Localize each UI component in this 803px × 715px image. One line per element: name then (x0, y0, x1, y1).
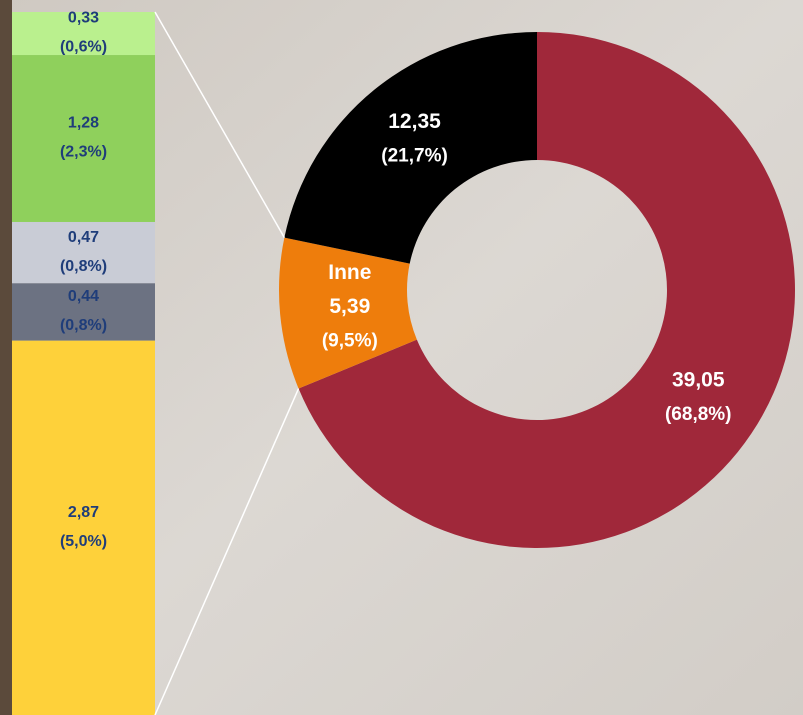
bar-segment (12, 12, 155, 56)
donut-segment (284, 32, 537, 264)
data-label: 0,44 (68, 288, 99, 305)
data-label: (68,8%) (665, 404, 732, 425)
data-label: (5,0%) (60, 533, 107, 550)
data-label: (0,8%) (60, 258, 107, 275)
bar-segment (12, 55, 155, 222)
connector-line (154, 11, 286, 239)
bar-segment (12, 283, 155, 341)
data-label: 2,87 (68, 504, 99, 521)
data-label: 0,47 (68, 229, 99, 246)
connector-line (154, 388, 300, 715)
donut-segment (298, 32, 796, 548)
photo-edge (0, 0, 12, 715)
data-label: (0,6%) (60, 39, 107, 56)
data-label: 12,35 (388, 110, 441, 133)
bar-segment (12, 221, 155, 284)
donut-segment (278, 237, 417, 389)
data-label: 1,28 (68, 115, 99, 132)
data-label: 0,33 (68, 10, 99, 27)
data-label: 5,39 (329, 295, 370, 318)
data-label: 39,05 (672, 368, 725, 391)
data-label: (2,3%) (60, 144, 107, 161)
data-label: (21,7%) (381, 146, 448, 167)
data-label: (9,5%) (322, 331, 378, 352)
bar-segment (12, 340, 155, 715)
data-label: (0,8%) (60, 317, 107, 334)
data-label: Inne (328, 261, 371, 284)
